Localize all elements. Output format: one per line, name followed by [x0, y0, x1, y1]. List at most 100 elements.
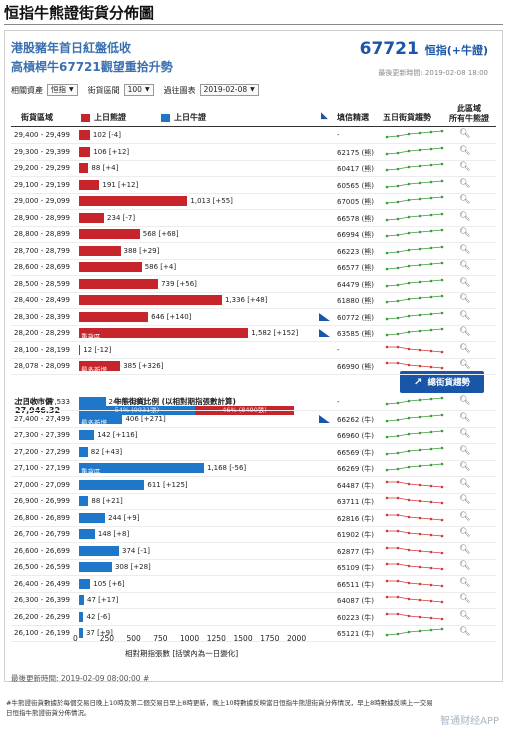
bar[interactable]: 重貨區: [79, 328, 249, 341]
warrant-code-link[interactable]: 65121 (牛): [337, 630, 374, 638]
warrant-code-link[interactable]: 66269 (牛): [337, 465, 374, 473]
warrant-code-link[interactable]: 64487 (牛): [337, 481, 374, 490]
bar[interactable]: [79, 446, 88, 457]
warrant-code-link[interactable]: 66994 (熊): [337, 231, 374, 239]
search-icon[interactable]: 🔍︎: [459, 627, 471, 637]
bar[interactable]: [79, 578, 91, 589]
bar[interactable]: [79, 196, 188, 206]
total-trend-button[interactable]: ↗ 總街貨趨勢: [400, 371, 484, 393]
search-icon[interactable]: 🔍︎: [459, 511, 471, 522]
bar[interactable]: [79, 245, 121, 256]
bar[interactable]: [79, 529, 95, 539]
search-icon[interactable]: 🔍︎: [459, 412, 471, 423]
search-icon[interactable]: 🔍︎: [459, 429, 471, 439]
asset-select[interactable]: 恒指 ▼: [47, 84, 78, 96]
warrant-code-link[interactable]: 61902 (牛): [337, 531, 374, 539]
asset-label: 相關資產: [11, 85, 43, 95]
search-icon[interactable]: 🔍︎: [459, 445, 471, 456]
bar[interactable]: 最多新增: [79, 413, 123, 427]
warrant-code-link[interactable]: -: [337, 345, 340, 354]
bar[interactable]: [79, 278, 159, 289]
search-icon[interactable]: 🔍︎: [459, 310, 471, 321]
bar[interactable]: [79, 595, 85, 605]
warrant-code-link[interactable]: 63711 (牛): [337, 498, 374, 506]
search-icon[interactable]: 🔍︎: [459, 195, 471, 205]
bar[interactable]: [79, 479, 145, 490]
warrant-code-link[interactable]: 64479 (熊): [337, 280, 374, 289]
search-icon[interactable]: 🔍︎: [459, 129, 471, 139]
bar[interactable]: [79, 628, 83, 638]
bar[interactable]: 重貨區: [79, 463, 204, 476]
warrant-code-link[interactable]: 60772 (熊): [337, 313, 374, 322]
warrant-code-link[interactable]: 61880 (熊): [337, 297, 374, 305]
bar[interactable]: [79, 163, 89, 173]
search-icon[interactable]: 🔍︎: [459, 228, 471, 238]
search-icon[interactable]: 🔍︎: [459, 145, 471, 156]
search-icon[interactable]: 🔍︎: [459, 462, 471, 472]
bar[interactable]: [79, 229, 140, 239]
search-icon[interactable]: 🔍︎: [459, 594, 471, 604]
bull-legend-label: 上日牛證: [174, 113, 206, 122]
date-select[interactable]: 2019-02-08 ▼: [199, 84, 259, 96]
warrant-code-link[interactable]: 66960 (牛): [337, 432, 374, 440]
warrant-code-link[interactable]: 62175 (熊): [337, 148, 374, 157]
search-icon[interactable]: 🔍︎: [459, 396, 471, 406]
warrant-code-link[interactable]: 66578 (熊): [337, 214, 374, 223]
bar[interactable]: [79, 512, 106, 523]
warrant-code-link[interactable]: 66990 (熊): [337, 363, 374, 371]
bar[interactable]: [79, 344, 81, 355]
warrant-code-link[interactable]: 63585 (熊): [337, 330, 374, 338]
bar[interactable]: [79, 397, 106, 407]
warrant-code-link[interactable]: 66511 (牛): [337, 580, 374, 589]
warrant-code-link[interactable]: 62877 (牛): [337, 547, 374, 556]
search-icon[interactable]: 🔍︎: [459, 343, 471, 354]
bar[interactable]: [79, 295, 222, 305]
warrant-code-link[interactable]: 67005 (熊): [337, 198, 374, 206]
search-icon[interactable]: 🔍︎: [459, 244, 471, 255]
bar[interactable]: [79, 130, 90, 140]
bar[interactable]: 最多新增: [79, 361, 121, 374]
bar[interactable]: [79, 611, 84, 622]
warrant-code-link[interactable]: 62816 (牛): [337, 514, 374, 523]
featured-code[interactable]: 67721 恒指(+牛證): [360, 39, 488, 59]
search-icon[interactable]: 🔍︎: [459, 495, 471, 505]
search-icon[interactable]: 🔍︎: [459, 360, 471, 370]
range-select[interactable]: 100 ▼: [123, 84, 154, 96]
warrant-code-link[interactable]: 60565 (熊): [337, 181, 374, 190]
warrant-code-link[interactable]: 64087 (牛): [337, 597, 374, 605]
warrant-code-link[interactable]: 60417 (熊): [337, 165, 374, 173]
page-title: 恒指牛熊證街貨分佈圖: [4, 4, 155, 22]
table-row: 29,100 - 29,199 191 [+12] 60565 (熊) 🔍︎: [11, 178, 496, 192]
warrant-code-link[interactable]: 66262 (牛): [337, 415, 374, 424]
search-icon[interactable]: 🔍︎: [459, 277, 471, 288]
bar[interactable]: [79, 146, 91, 157]
warrant-code-link[interactable]: 66569 (牛): [337, 448, 374, 457]
search-icon[interactable]: 🔍︎: [459, 528, 471, 538]
warrant-code-link[interactable]: 66223 (熊): [337, 247, 374, 256]
warrant-code-link[interactable]: -: [337, 398, 340, 406]
warrant-code-link[interactable]: 66577 (熊): [337, 264, 374, 272]
bar[interactable]: [79, 545, 120, 556]
search-icon[interactable]: 🔍︎: [459, 577, 471, 588]
search-icon[interactable]: 🔍︎: [459, 162, 471, 172]
bar[interactable]: [79, 430, 95, 440]
bar[interactable]: [79, 562, 112, 572]
search-icon[interactable]: 🔍︎: [459, 561, 471, 571]
search-icon[interactable]: 🔍︎: [459, 178, 471, 189]
warrant-code-link[interactable]: 60223 (牛): [337, 613, 374, 622]
bar[interactable]: [79, 212, 105, 223]
trend-sparkline: [385, 462, 444, 472]
search-icon[interactable]: 🔍︎: [459, 211, 471, 222]
warrant-code-link[interactable]: -: [337, 131, 340, 139]
warrant-code-link[interactable]: 65109 (牛): [337, 564, 374, 572]
search-icon[interactable]: 🔍︎: [459, 610, 471, 621]
search-icon[interactable]: 🔍︎: [459, 478, 471, 489]
search-icon[interactable]: 🔍︎: [459, 261, 471, 271]
bar[interactable]: [79, 179, 100, 190]
bar[interactable]: [79, 311, 149, 322]
search-icon[interactable]: 🔍︎: [459, 327, 471, 337]
search-icon[interactable]: 🔍︎: [459, 294, 471, 304]
search-icon[interactable]: 🔍︎: [459, 544, 471, 555]
bar[interactable]: [79, 262, 142, 272]
bar[interactable]: [79, 496, 89, 506]
